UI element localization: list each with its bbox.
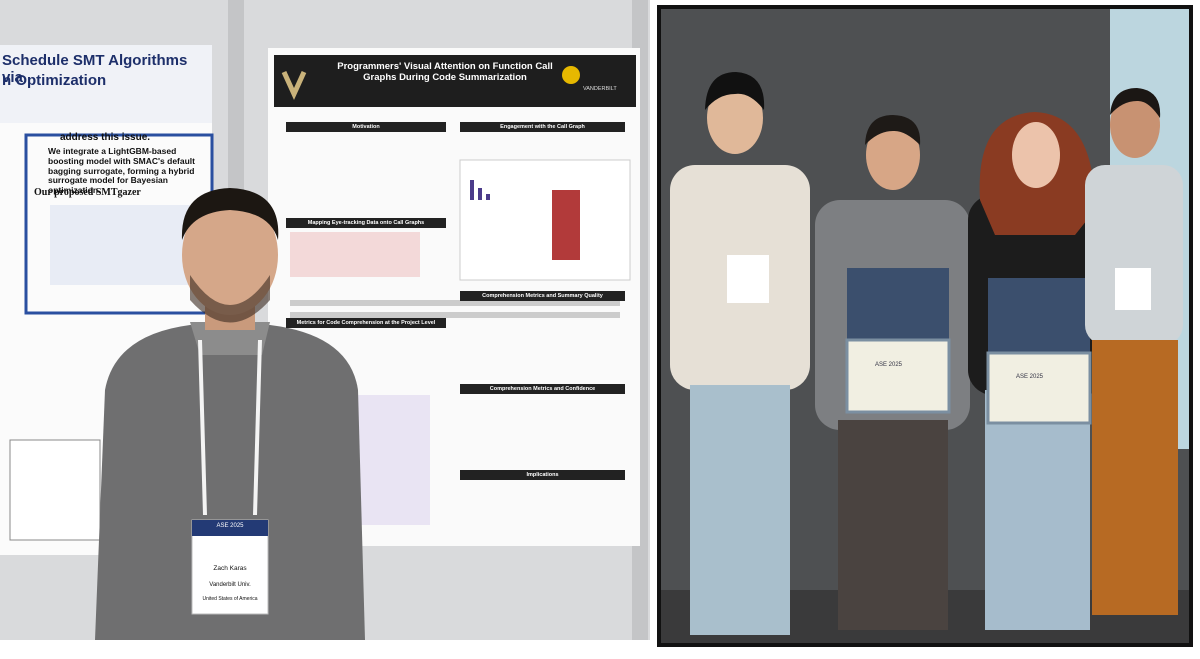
- folder: [988, 278, 1090, 353]
- badge: [1115, 268, 1151, 310]
- lanyard: [198, 339, 262, 516]
- certificate: [845, 338, 951, 414]
- sweater: [95, 325, 365, 640]
- poster-title: Programmers' Visual Attention on Functio…: [337, 61, 553, 83]
- hair: [865, 115, 921, 145]
- poster-text: address this issue.: [60, 132, 151, 143]
- poster-chart: [459, 159, 631, 281]
- face: [1012, 122, 1060, 188]
- face: [1110, 92, 1160, 158]
- poster-section-heading: Comprehension Metrics and Confidence: [460, 384, 625, 395]
- certificate-text: ASE 2025: [875, 362, 903, 368]
- collar: [190, 322, 270, 355]
- poster-section-heading: Motivation: [286, 122, 446, 133]
- beard: [190, 275, 270, 323]
- folder: [847, 268, 949, 340]
- hair: [181, 188, 279, 240]
- jeans: [690, 385, 790, 635]
- badge-name: Zach Karas: [213, 565, 247, 572]
- poster-left-figure: [50, 205, 190, 285]
- poster-title: n Optimization: [2, 72, 107, 89]
- badge: [727, 255, 769, 303]
- badge-country: United States of America: [202, 596, 258, 602]
- poster-left-plot: [9, 439, 101, 541]
- jeans: [985, 390, 1090, 630]
- poster-figure: [290, 232, 420, 277]
- badge-affiliation: Vanderbilt Univ.: [209, 582, 251, 588]
- poster-subheading: Our proposed SMTgazer: [34, 187, 141, 198]
- poster-section-heading: Implications: [460, 470, 625, 481]
- poster-title: Schedule SMT Algorithms via: [2, 52, 188, 87]
- face: [707, 82, 763, 154]
- hair: [705, 72, 765, 110]
- certificate: [986, 351, 1092, 425]
- certificate-text: ASE 2025: [1016, 374, 1044, 380]
- badge-event: ASE 2025: [216, 523, 244, 529]
- poster-section-heading: Metrics for Code Comprehension at the Pr…: [286, 318, 446, 329]
- poster-section-heading: Engagement with the Call Graph: [460, 122, 625, 133]
- face: [866, 120, 920, 190]
- hair: [1110, 88, 1161, 118]
- trousers: [838, 420, 948, 630]
- vanderbilt-logo: [281, 70, 307, 101]
- poster-bar: [552, 190, 580, 260]
- badge-header: [192, 520, 268, 536]
- poster-logo: VANDERBILT: [583, 86, 617, 92]
- award-ribbon: [562, 66, 580, 84]
- shirt: [1085, 165, 1183, 345]
- poster-section-heading: Mapping Eye-tracking Data onto Call Grap…: [286, 218, 446, 229]
- poster-section-heading: Comprehension Metrics and Summary Qualit…: [460, 291, 625, 302]
- face: [182, 195, 278, 315]
- poster-text: We integrate a LightGBM-based boosting m…: [48, 146, 195, 196]
- poster-left-header: [0, 45, 212, 123]
- trousers: [1092, 340, 1178, 615]
